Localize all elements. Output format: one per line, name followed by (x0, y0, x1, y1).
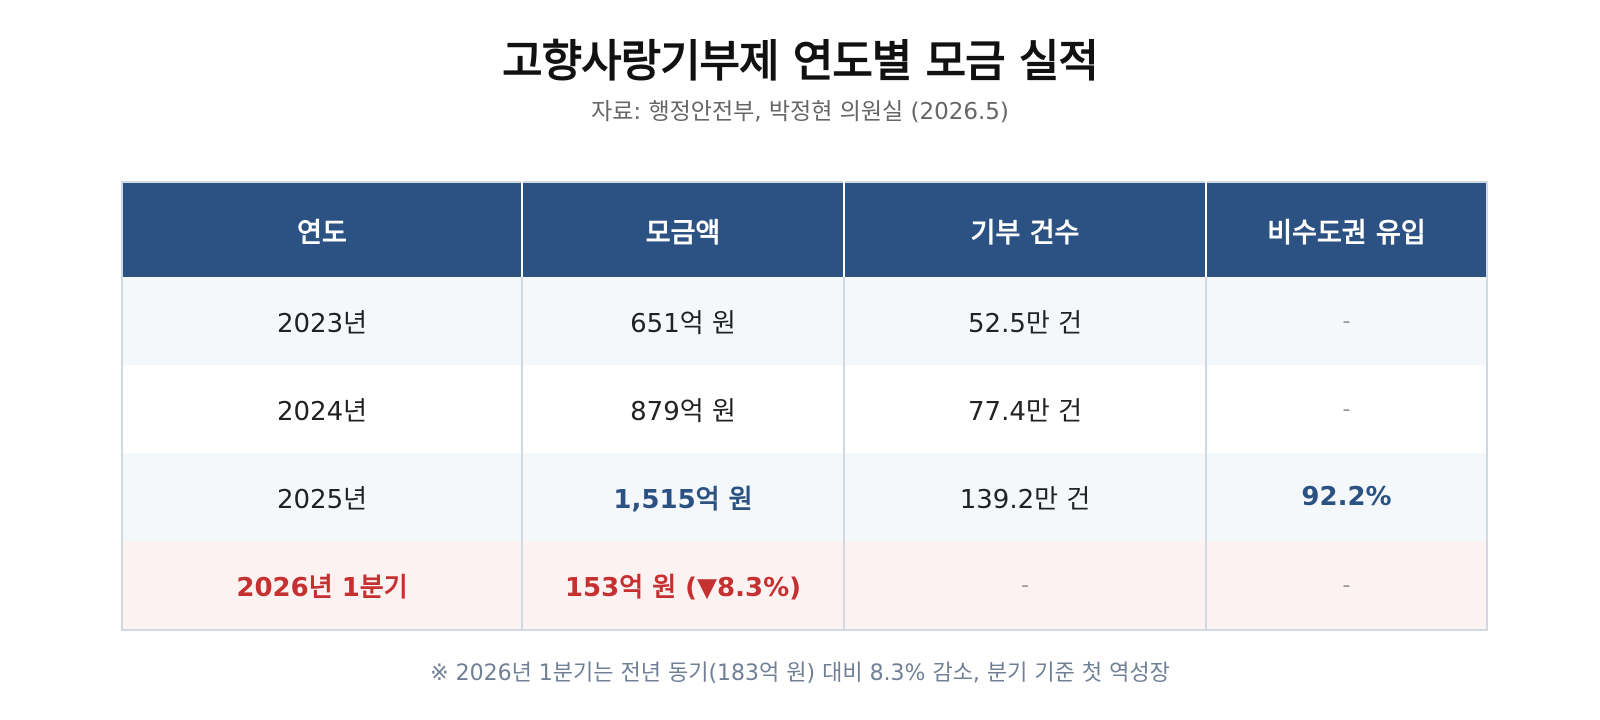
page-subtitle: 자료: 행정안전부, 박정현 의원실 (2026.5) (591, 99, 1009, 125)
donation-table: 연도 모금액 기부 건수 비수도권 유입 2023년 651억 원 52.5만 … (121, 181, 1488, 631)
cell-nonmetro: - (1205, 365, 1487, 453)
header-year: 연도 (122, 182, 522, 277)
cell-count: 139.2만 건 (843, 453, 1206, 541)
table-row: 2023년 651억 원 52.5만 건 - (122, 277, 1487, 365)
cell-year: 2023년 (122, 277, 522, 365)
table-row: 2024년 879억 원 77.4만 건 - (122, 365, 1487, 453)
table-row-highlight: 2026년 1분기 153억 원 (▼8.3%) - - (122, 541, 1487, 630)
cell-amount: 879억 원 (521, 365, 844, 453)
page-title: 고향사랑기부제 연도별 모금 실적 (502, 36, 1099, 87)
cell-amount: 651억 원 (521, 277, 844, 365)
cell-count: 77.4만 건 (843, 365, 1206, 453)
header-nonmetro: 비수도권 유입 (1205, 182, 1487, 277)
cell-year: 2026년 1분기 (122, 541, 522, 630)
footnote: ※ 2026년 1분기는 전년 동기(183억 원) 대비 8.3% 감소, 분… (430, 661, 1170, 686)
cell-nonmetro: - (1205, 541, 1487, 630)
table-row: 2025년 1,515억 원 139.2만 건 92.2% (122, 453, 1487, 541)
cell-year: 2024년 (122, 365, 522, 453)
cell-year: 2025년 (122, 453, 522, 541)
header-amount: 모금액 (521, 182, 844, 277)
cell-amount: 153억 원 (▼8.3%) (521, 541, 844, 630)
table-header-row: 연도 모금액 기부 건수 비수도권 유입 (122, 182, 1487, 277)
cell-nonmetro: - (1205, 277, 1487, 365)
cell-nonmetro: 92.2% (1205, 453, 1487, 541)
cell-count: 52.5만 건 (843, 277, 1206, 365)
cell-amount: 1,515억 원 (521, 453, 844, 541)
header-count: 기부 건수 (843, 182, 1206, 277)
cell-count: - (843, 541, 1206, 630)
